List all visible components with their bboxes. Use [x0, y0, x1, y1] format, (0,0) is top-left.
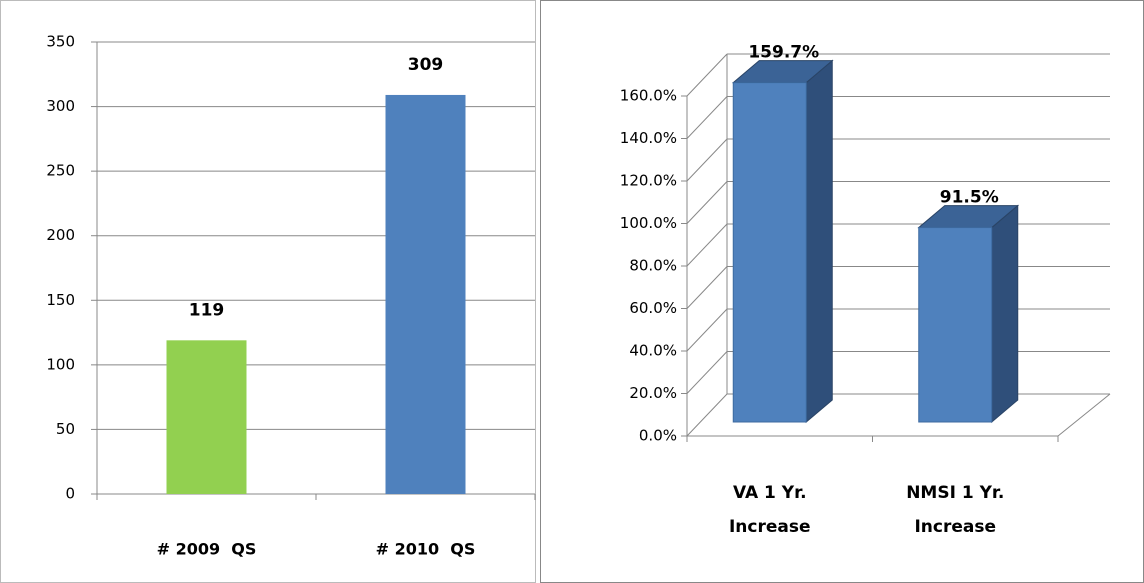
- y-tick-label: 50: [56, 420, 75, 438]
- data-label: 119: [189, 300, 225, 320]
- grid-line: [686, 96, 728, 139]
- grid-line: [686, 351, 728, 394]
- y-tick-label: 20.0%: [629, 384, 677, 402]
- y-tick-label: 120.0%: [620, 172, 677, 190]
- x-tick-label: NMSI 1 Yr. Increase: [906, 483, 1004, 537]
- grid-line: [686, 266, 728, 309]
- y-tick-label: 250: [46, 162, 75, 180]
- y-tick-label: 100: [46, 355, 75, 373]
- y-tick-label: 0.0%: [639, 427, 677, 445]
- data-label: 309: [408, 55, 444, 75]
- y-tick-label: 300: [46, 97, 75, 115]
- grid-line: [686, 223, 728, 267]
- y-tick-label: 100.0%: [620, 214, 677, 232]
- floor-edge: [1057, 393, 1111, 437]
- y-tick-label: 80.0%: [629, 257, 677, 275]
- y-tick-label: 350: [46, 33, 75, 51]
- x-tick-label: # 2009 QS: [157, 540, 257, 559]
- y-tick-label: 0: [65, 485, 75, 503]
- y-tick-label: 60.0%: [629, 299, 677, 317]
- y-tick-label: 150: [46, 291, 75, 309]
- x-tick-label: # 2010 QS: [376, 540, 476, 559]
- bar: [166, 340, 247, 494]
- x-tick-label-line: VA 1 Yr.: [733, 483, 807, 503]
- bar-side: [805, 59, 833, 424]
- bar: [385, 94, 466, 494]
- grid-line: [686, 53, 728, 97]
- grid-line: [686, 393, 728, 437]
- data-label: 91.5%: [940, 188, 999, 208]
- bar: [732, 82, 807, 423]
- x-tick-label-line: NMSI 1 Yr.: [906, 483, 1004, 503]
- grid-line: [686, 138, 728, 182]
- y-tick-label: 40.0%: [629, 342, 677, 360]
- x-tick-label-line: Increase: [914, 517, 996, 537]
- x-tick-label: VA 1 Yr. Increase: [729, 483, 811, 537]
- data-label: 159.7%: [748, 43, 819, 63]
- y-tick-label: 140.0%: [620, 129, 677, 147]
- y-tick-label: 160.0%: [620, 87, 677, 105]
- grid-line: [686, 308, 728, 352]
- bar-side: [991, 204, 1019, 424]
- y-tick-label: 200: [46, 226, 75, 244]
- x-tick-label-line: Increase: [729, 517, 811, 537]
- bar: [918, 227, 993, 423]
- grid-line: [686, 181, 728, 224]
